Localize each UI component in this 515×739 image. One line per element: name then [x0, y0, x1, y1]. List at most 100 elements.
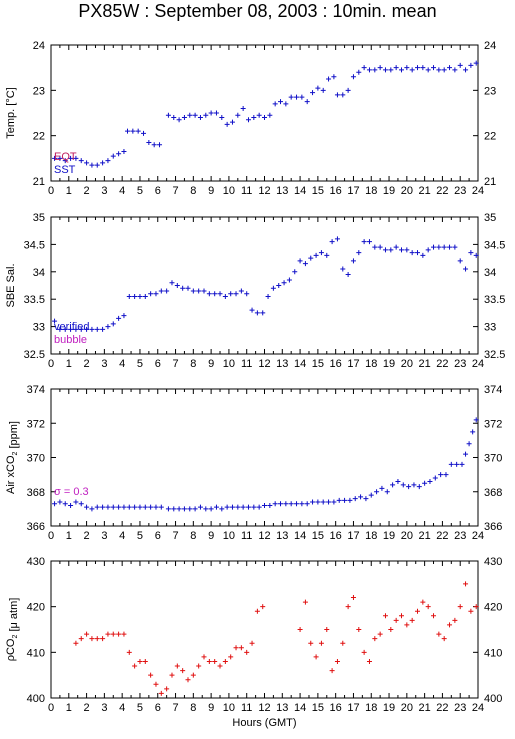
data-point	[176, 506, 182, 512]
data-point	[126, 293, 132, 299]
data-point	[267, 112, 273, 118]
data-point	[180, 668, 186, 674]
data-point	[153, 504, 159, 510]
data-point	[89, 506, 95, 512]
y-tick-label: 22	[33, 131, 45, 143]
data-point	[448, 461, 454, 467]
y-tick-label-right: 410	[484, 647, 502, 659]
data-point	[78, 158, 84, 164]
x-tick-label: 23	[454, 702, 466, 714]
data-point	[68, 326, 74, 332]
x-tick-label: 1	[66, 702, 72, 714]
data-point	[334, 236, 340, 242]
y-tick-label: 35	[33, 212, 45, 224]
data-point	[244, 649, 250, 655]
y-tick-label: 370	[27, 453, 45, 465]
data-point	[457, 62, 463, 68]
x-tick-label: 1	[66, 358, 72, 370]
data-point	[116, 315, 122, 321]
data-point	[427, 478, 433, 484]
series-data-4	[73, 581, 479, 696]
data-point	[176, 117, 182, 123]
x-tick-label: 23	[454, 530, 466, 542]
data-point	[73, 155, 79, 161]
data-point	[84, 326, 90, 332]
data-point	[313, 252, 319, 258]
data-point	[174, 283, 180, 288]
data-point	[224, 121, 230, 127]
data-point	[249, 640, 255, 646]
data-point	[52, 155, 58, 161]
data-point	[100, 326, 106, 332]
data-point	[457, 258, 463, 264]
data-point	[208, 110, 214, 116]
x-tick-label: 0	[48, 702, 54, 714]
data-point	[121, 631, 127, 637]
x-tick-label: 15	[312, 358, 324, 370]
x-tick-label: 9	[208, 702, 214, 714]
data-point	[411, 482, 417, 488]
x-tick-label: 3	[101, 358, 107, 370]
data-point	[217, 663, 223, 669]
data-point	[187, 112, 193, 118]
data-point	[262, 502, 267, 508]
x-tick-label: 6	[155, 702, 161, 714]
data-point	[473, 252, 479, 258]
x-tick-label: 13	[276, 358, 288, 370]
y-tick-label-right: 430	[484, 556, 502, 568]
data-point	[181, 115, 187, 121]
data-point	[425, 67, 431, 73]
data-point	[57, 326, 63, 332]
data-point	[324, 627, 330, 632]
data-point	[331, 499, 337, 505]
data-point	[336, 497, 342, 503]
x-tick-label: 4	[119, 185, 125, 197]
data-point	[342, 497, 348, 503]
data-point	[463, 451, 469, 457]
x-tick-label: 17	[347, 530, 359, 542]
y-tick-label-right: 34.5	[484, 239, 505, 251]
plot-frame	[50, 560, 479, 699]
data-point	[68, 502, 74, 508]
data-point	[116, 151, 122, 157]
data-point	[368, 492, 374, 498]
data-point	[110, 321, 116, 327]
data-point	[345, 604, 351, 610]
data-point	[158, 504, 164, 510]
data-point	[240, 105, 246, 111]
data-point	[219, 115, 225, 121]
data-point	[431, 613, 437, 619]
data-point	[350, 595, 356, 601]
data-point	[219, 506, 225, 512]
data-point	[222, 293, 228, 299]
data-point	[165, 112, 171, 118]
data-point	[288, 94, 294, 100]
y-tick-label: 32.5	[24, 349, 45, 361]
x-tick-label: 12	[258, 185, 270, 197]
data-point	[229, 504, 235, 510]
data-point	[292, 269, 298, 275]
y-tick-label: 21	[33, 176, 45, 188]
x-tick-label: 15	[312, 530, 324, 542]
data-point	[318, 250, 324, 256]
x-tick-label: 20	[401, 702, 413, 714]
data-point	[281, 280, 287, 286]
y-tick-label: 374	[27, 384, 45, 396]
data-point	[94, 162, 100, 168]
data-point	[329, 668, 335, 674]
data-point	[116, 631, 122, 637]
x-tick-label: 21	[419, 702, 431, 714]
x-tick-label: 8	[190, 702, 196, 714]
data-point	[297, 627, 303, 632]
data-point	[89, 326, 95, 332]
data-point	[100, 504, 106, 510]
x-tick-label: 20	[401, 530, 413, 542]
legend-bubble: bubble	[54, 334, 87, 346]
data-point	[190, 672, 196, 678]
data-point	[377, 244, 383, 250]
data-point	[473, 60, 479, 66]
data-point	[283, 501, 289, 507]
data-point	[377, 65, 383, 71]
x-tick-label: 16	[330, 358, 342, 370]
